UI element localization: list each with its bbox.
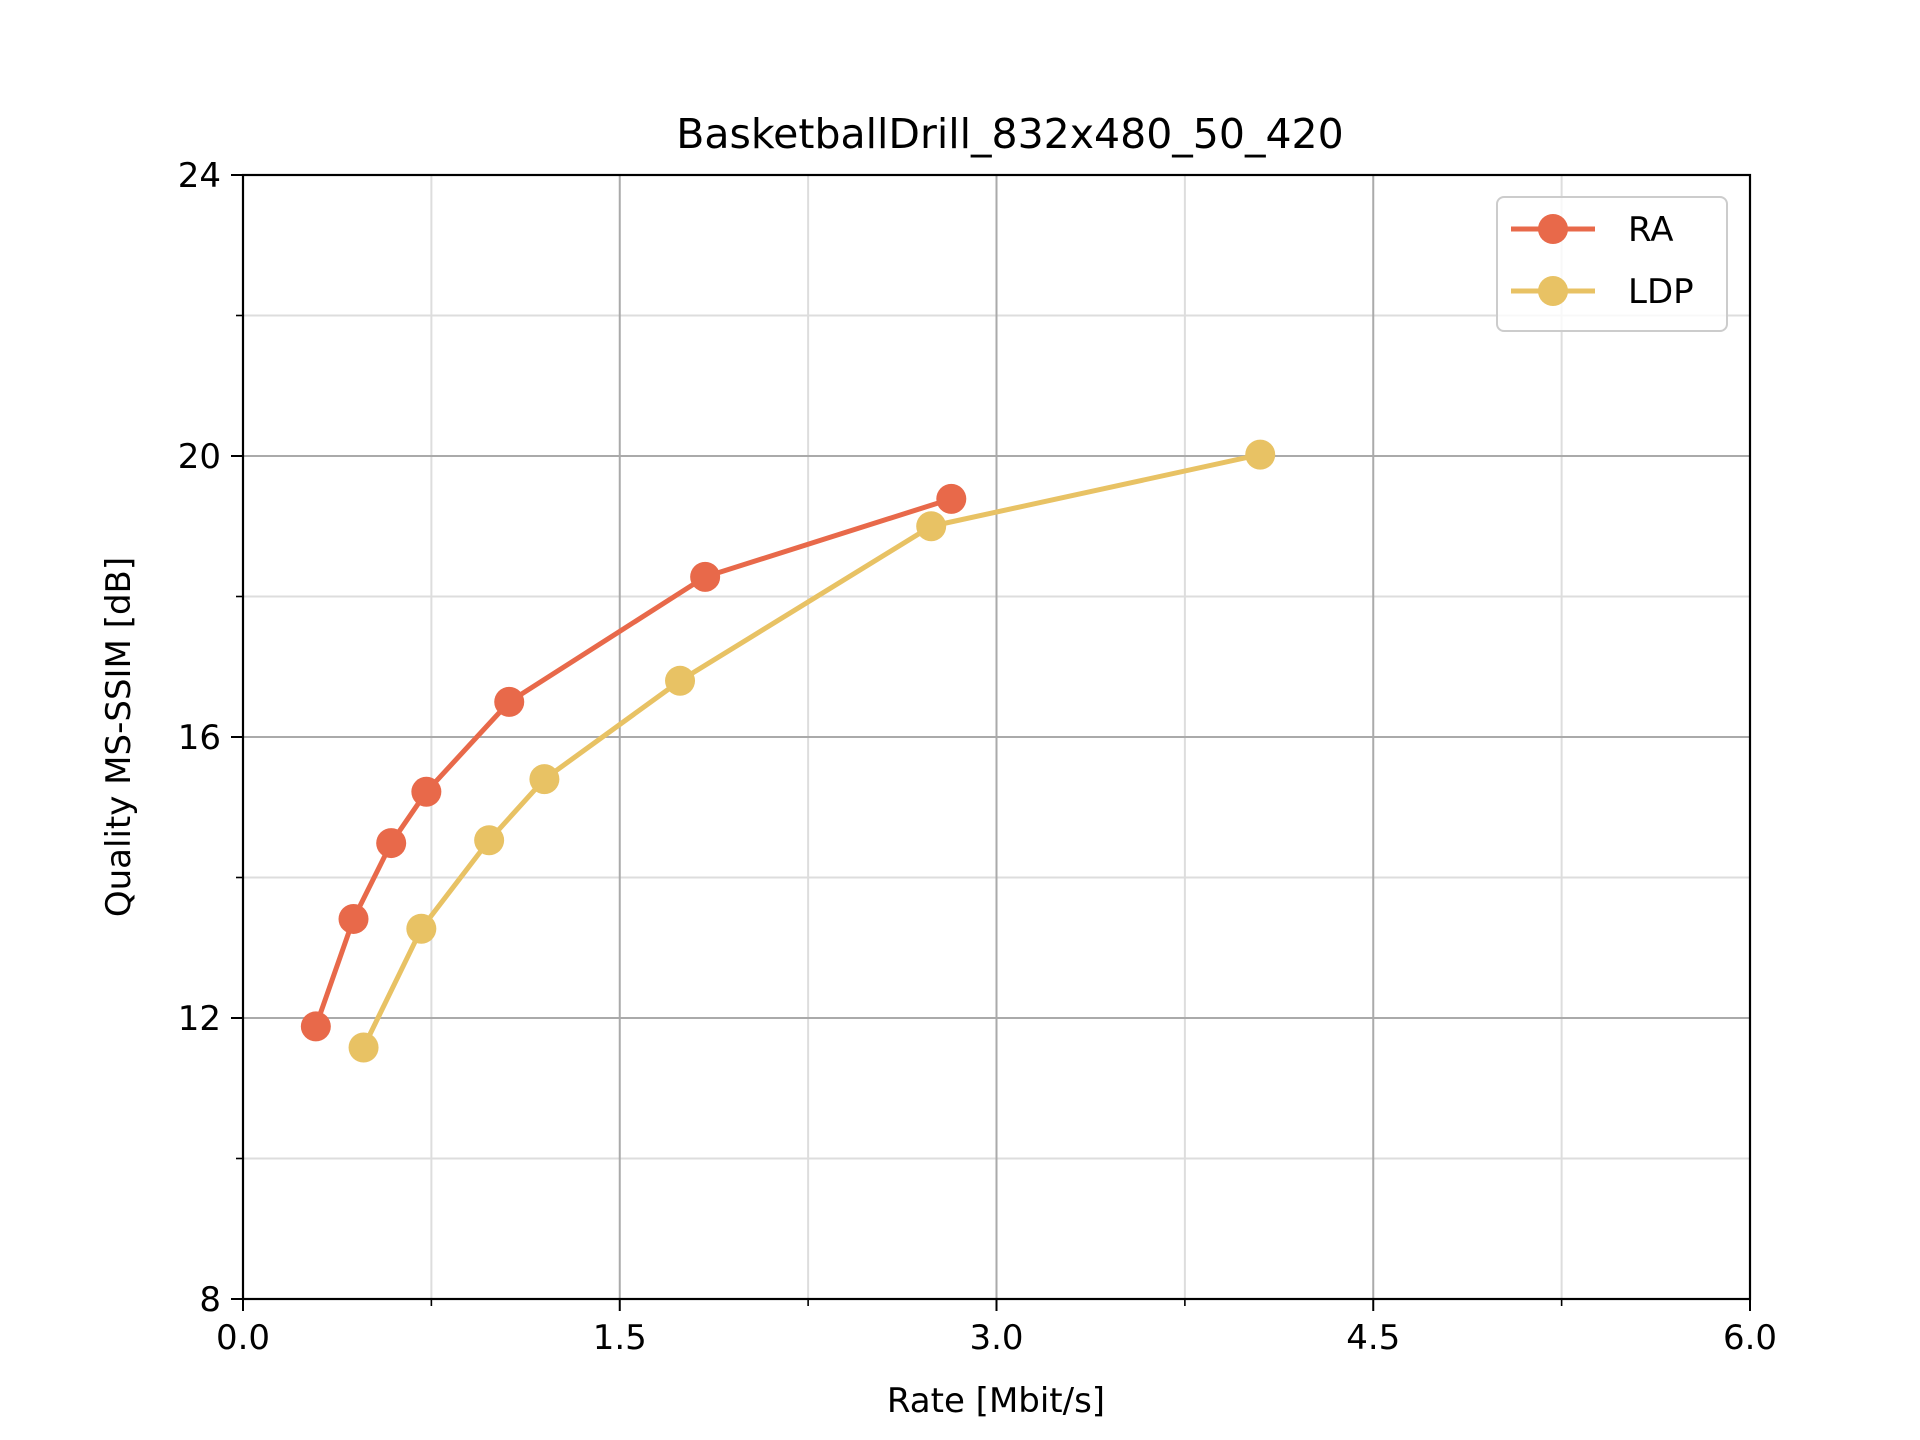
series-ldp-point [665, 665, 696, 696]
legend-ra-label: RA [1628, 210, 1674, 250]
x-tick-label: 1.5 [593, 1318, 647, 1358]
series-ra-point [690, 561, 721, 592]
legend-ldp-label: LDP [1628, 272, 1694, 312]
series-ra-point [494, 686, 525, 717]
series-ldp-point [406, 913, 437, 944]
series-ra-point [300, 1011, 331, 1042]
y-tick-label: 16 [178, 718, 221, 758]
y-axis-title: Quality MS-SSIM [dB] [99, 557, 139, 917]
y-tick-label: 20 [178, 437, 221, 477]
y-tick-label: 8 [199, 1280, 221, 1320]
x-tick-label: 6.0 [1723, 1318, 1777, 1358]
x-tick-label: 4.5 [1346, 1318, 1400, 1358]
series-ldp-point [348, 1032, 379, 1063]
x-tick-label: 0.0 [216, 1318, 270, 1358]
legend: RA LDP [1496, 196, 1728, 332]
chart-title: BasketballDrill_832x480_50_420 [676, 110, 1343, 158]
series-ra-point [411, 776, 442, 807]
series-ra-point [936, 483, 967, 514]
series-ra-point [338, 903, 369, 934]
series-ldp-point [529, 764, 560, 795]
x-tick-label: 3.0 [969, 1318, 1023, 1358]
series-ldp-point [916, 511, 947, 542]
x-axis-title: Rate [Mbit/s] [887, 1381, 1105, 1421]
series-ldp-point [474, 825, 505, 856]
y-tick-label: 24 [178, 156, 221, 196]
y-tick-label: 12 [178, 999, 221, 1039]
legend-ldp-marker [1538, 276, 1568, 306]
series-ldp-point [1245, 439, 1276, 470]
ticks: 0.0 1.5 3.0 4.5 6.0 8 12 16 20 24 [178, 156, 1777, 1358]
series-ra-point [376, 828, 407, 859]
legend-ra-marker [1538, 214, 1568, 244]
series-layer [300, 439, 1276, 1063]
